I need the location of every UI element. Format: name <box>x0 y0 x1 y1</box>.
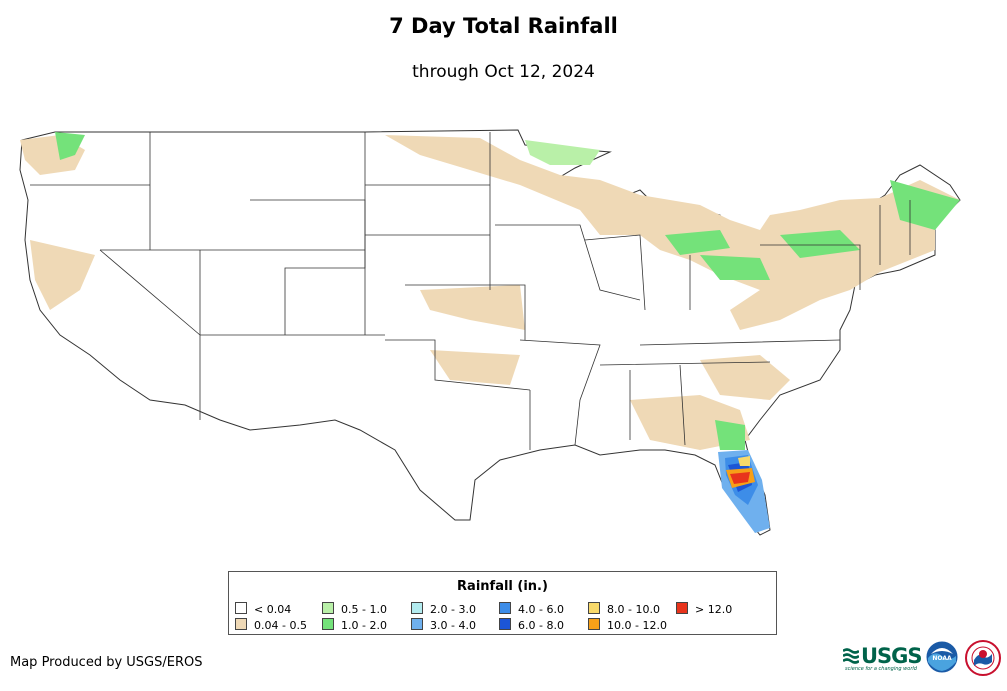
light-rain-area <box>430 350 520 385</box>
legend-item: 1.0 - 2.0 <box>322 618 387 632</box>
moderate-rain-area <box>890 180 960 230</box>
moderate-rain-area <box>715 420 745 450</box>
legend-swatch <box>588 602 600 614</box>
map-title: 7 Day Total Rainfall <box>389 14 618 38</box>
credit-text: Map Produced by USGS/EROS <box>10 655 203 670</box>
legend-label: 2.0 - 3.0 <box>430 603 476 616</box>
legend-swatch <box>322 602 334 614</box>
legend-item: 0.04 - 0.5 <box>235 618 307 632</box>
legend-label: 10.0 - 12.0 <box>607 619 667 632</box>
moderate-rain-area <box>780 230 860 258</box>
rainfall-shading <box>20 132 960 533</box>
moderate-rain-area <box>525 140 600 165</box>
legend-item: < 0.04 <box>235 602 292 616</box>
noaa-text: NOAA <box>932 655 952 662</box>
legend-title: Rainfall (in.) <box>457 579 548 594</box>
nws-logo <box>965 640 1001 676</box>
legend-label: 8.0 - 10.0 <box>607 603 660 616</box>
legend-swatch <box>411 618 423 630</box>
light-rain-area <box>700 355 790 400</box>
legend-label: > 12.0 <box>695 603 733 616</box>
light-rain-area <box>30 240 95 310</box>
map-subtitle: through Oct 12, 2024 <box>412 62 595 82</box>
legend-swatch <box>588 618 600 630</box>
legend-item: 6.0 - 8.0 <box>499 618 564 632</box>
legend-label: 6.0 - 8.0 <box>518 619 564 632</box>
legend-swatch <box>676 602 688 614</box>
legend-item: 4.0 - 6.0 <box>499 602 564 616</box>
legend-label: 3.0 - 4.0 <box>430 619 476 632</box>
legend-label: < 0.04 <box>254 603 292 616</box>
moderate-rain-area <box>700 255 770 280</box>
legend-label: 0.5 - 1.0 <box>341 603 387 616</box>
legend-item: 0.5 - 1.0 <box>322 602 387 616</box>
legend-item: 3.0 - 4.0 <box>411 618 476 632</box>
legend-box: Rainfall (in.) < 0.04 0.04 - 0.5 0.5 - 1.0… <box>228 571 777 635</box>
legend-swatch <box>499 618 511 630</box>
heavy-rain-area <box>738 456 750 466</box>
legend-item: > 12.0 <box>676 602 733 616</box>
legend-label: 4.0 - 6.0 <box>518 603 564 616</box>
usgs-wordmark: USGS <box>861 644 923 668</box>
noaa-logo: NOAA <box>925 640 959 674</box>
agency-logos: USGS science for a changing world NOAA <box>843 640 1003 678</box>
legend-label: 1.0 - 2.0 <box>341 619 387 632</box>
legend-swatch <box>411 602 423 614</box>
legend-swatch <box>322 618 334 630</box>
state-borders <box>30 132 911 450</box>
legend-label: 0.04 - 0.5 <box>254 619 307 632</box>
legend-item: 8.0 - 10.0 <box>588 602 660 616</box>
legend-item: 10.0 - 12.0 <box>588 618 667 632</box>
light-rain-area <box>420 285 525 330</box>
legend-swatch <box>235 618 247 630</box>
heavy-rain-area <box>730 472 750 484</box>
moderate-rain-area <box>55 132 85 160</box>
light-rain-area <box>385 135 960 330</box>
rainfall-map <box>19 129 961 536</box>
usgs-wave-icon <box>843 648 859 664</box>
moderate-rain-area <box>665 230 730 255</box>
legend-swatch <box>499 602 511 614</box>
usgs-logo: USGS science for a changing world <box>843 644 923 674</box>
usgs-tagline: science for a changing world <box>845 666 917 672</box>
legend-swatch <box>235 602 247 614</box>
legend-item: 2.0 - 3.0 <box>411 602 476 616</box>
